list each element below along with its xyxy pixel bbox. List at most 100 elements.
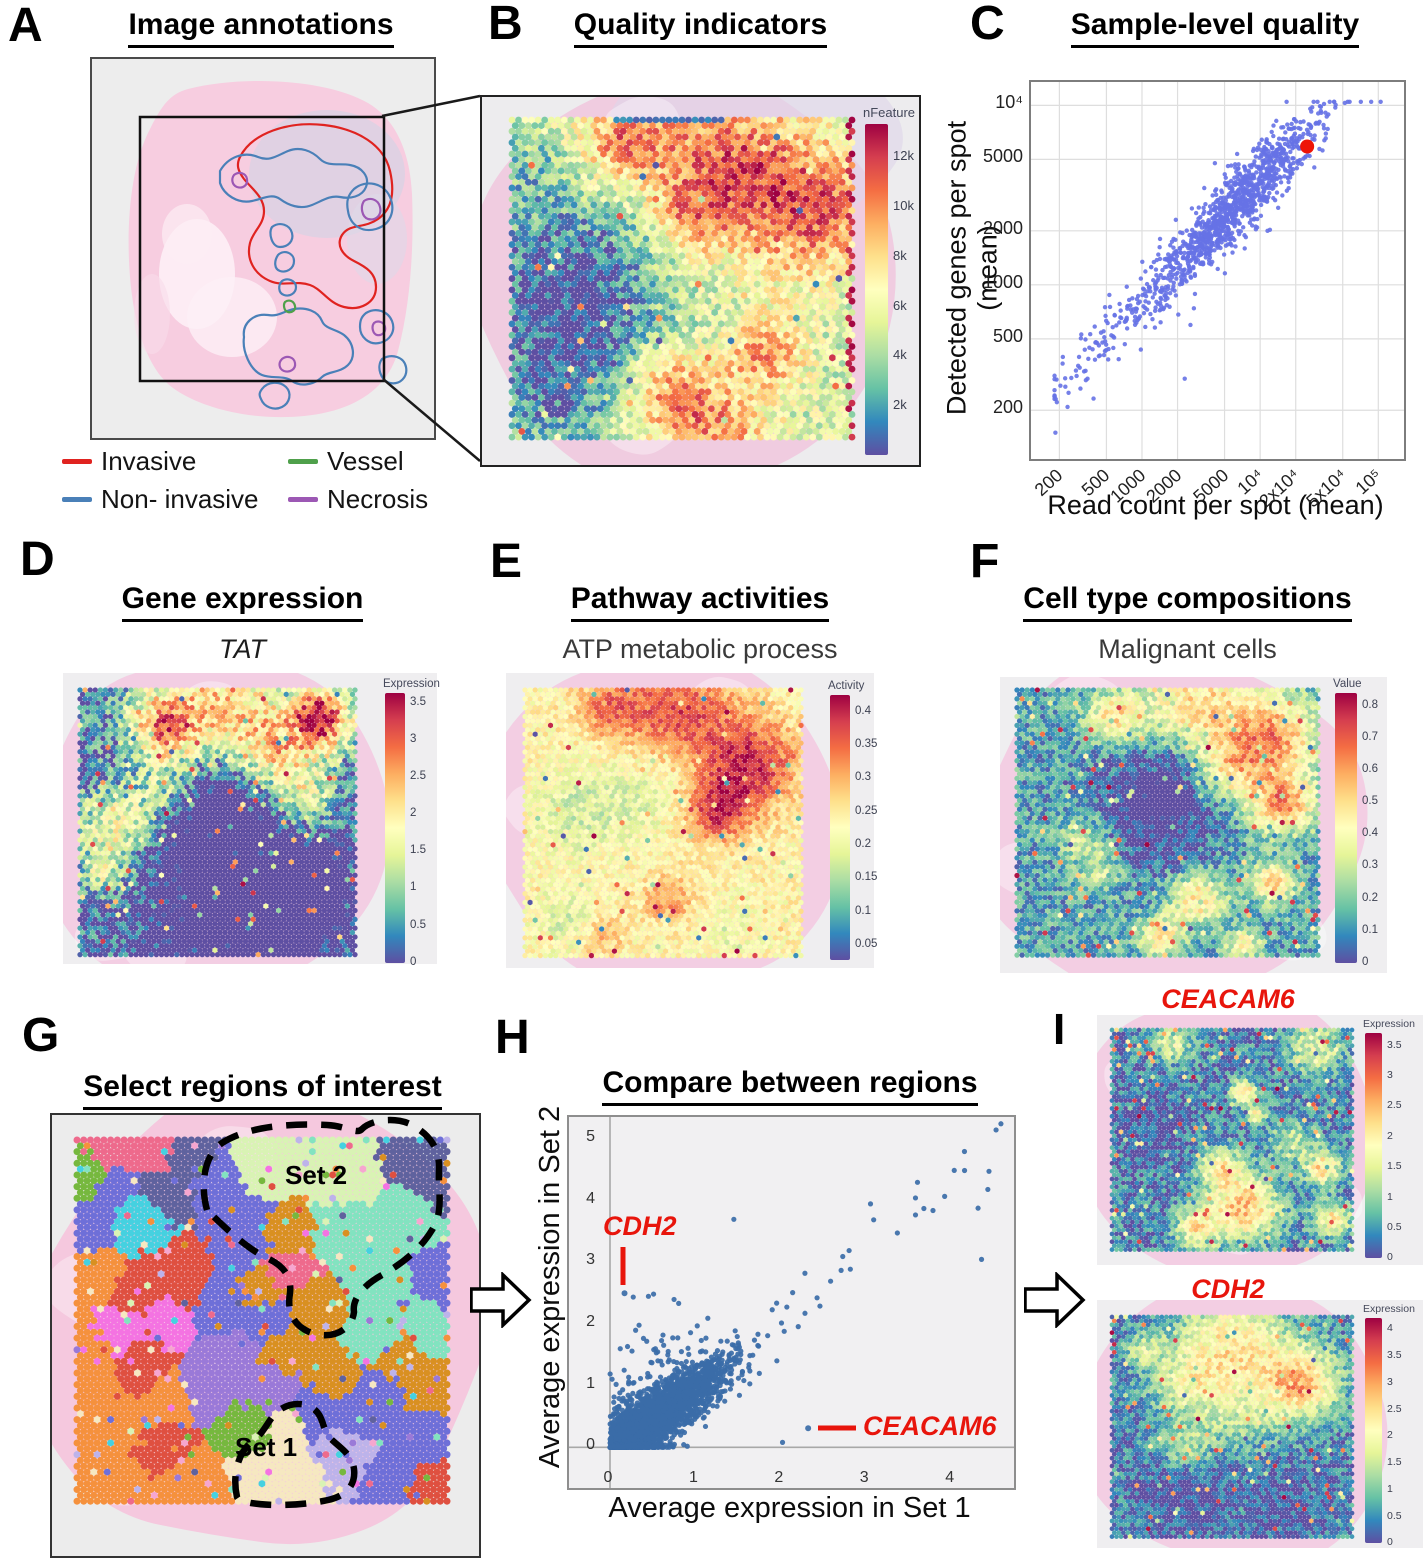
legend-label-non-invasive: Non- invasive	[101, 484, 259, 514]
non-invasive-outline-blob	[278, 278, 298, 297]
colorbar-tick-label: 0	[1387, 1251, 1393, 1264]
sample-quality-scatter	[1029, 80, 1406, 461]
colorbar-tick-label: 1	[1387, 1482, 1393, 1495]
sample-quality-scatter-canvas	[1031, 82, 1404, 459]
tat-expression-heatmap: Expression 3.5 3 2.5 2 1.5 1 0.5 0	[63, 673, 440, 968]
ceacam6-expression-heatmap: Expression 3.5 3 2.5 2 1.5 1 0.5 0	[1097, 1015, 1423, 1265]
cluster-map-canvas	[52, 1115, 479, 1556]
atp-heatmap-canvas	[506, 673, 874, 968]
c-y-tick-label: 500	[992, 325, 1023, 346]
vessel-annotation-outline	[282, 299, 297, 314]
necrosis-annotation-outline	[231, 171, 249, 189]
panel-d-letter: D	[20, 533, 55, 586]
colorbar-tick-label: 2.5	[1387, 1402, 1402, 1415]
colorbar-tick-label: 2	[1387, 1429, 1393, 1442]
colorbar-tick-label: 0.35	[855, 737, 878, 750]
h-x-tick-label: 3	[859, 1469, 869, 1487]
colorbar-tick-label: 4k	[893, 347, 907, 363]
colorbar-gradient	[385, 693, 405, 963]
colorbar-tick-label: 8k	[893, 247, 907, 263]
pathway-name: ATP metabolic process	[562, 634, 838, 664]
panel-g-letter: G	[22, 1009, 60, 1062]
panel-e-title: Pathway activities	[515, 582, 885, 622]
tissue-region-bluish-2	[347, 194, 407, 284]
colorbar-gradient	[1365, 1318, 1382, 1543]
panel-c-letter: C	[970, 0, 1005, 50]
colorbar-tick-label: 2	[1387, 1129, 1393, 1142]
colorbar-gradient	[830, 695, 850, 960]
colorbar-tick-label: 0.5	[1387, 1221, 1402, 1234]
colorbar-tick-label: 3.5	[1387, 1038, 1402, 1051]
colorbar-gradient	[1365, 1033, 1382, 1258]
panel-g-title: Select regions of interest	[60, 1070, 465, 1110]
tat-heatmap-canvas	[63, 673, 437, 964]
colorbar-tick-label: 0.5	[410, 918, 426, 931]
legend-item-vessel: Vessel	[288, 446, 404, 477]
vessel-color-swatch	[288, 459, 318, 464]
panel-a-title: Image annotations	[90, 8, 432, 48]
h-x-tick-label: 0	[603, 1469, 613, 1487]
panel-e-letter: E	[490, 535, 523, 588]
panel-h-title: Compare between regions	[590, 1066, 990, 1106]
legend-item-necrosis: Necrosis	[288, 484, 428, 515]
set2-label: Set 2	[285, 1160, 348, 1190]
invasive-color-swatch	[62, 459, 92, 464]
colorbar-gradient	[1335, 693, 1357, 963]
non-invasive-outline-circle	[346, 182, 394, 232]
colorbar-tick-label: 6k	[893, 297, 907, 313]
colorbar-tick-label: 0.4	[1362, 827, 1378, 840]
colorbar-tick-label: 0	[1387, 1536, 1393, 1549]
legend-item-invasive: Invasive	[62, 446, 196, 477]
colorbar-tick-label: 0.25	[855, 804, 878, 817]
tissue-region-pale-3	[162, 204, 212, 264]
panel-a-letter: A	[8, 0, 43, 52]
nfeature-spatial-heatmap: nFeature 12k 10k 8k 6k 4k 2k	[480, 95, 921, 467]
non-invasive-outline-blob	[269, 223, 294, 249]
cluster-map: Set 2 Set 1	[50, 1113, 481, 1558]
colorbar-tick-label: 4	[1387, 1322, 1393, 1335]
necrosis-outline-2	[360, 197, 382, 221]
nfeature-heatmap-canvas	[482, 97, 919, 465]
colorbar-tick-label: 0.3	[855, 771, 871, 784]
h-y-axis-label: Average expression in Set 2	[534, 1105, 566, 1469]
colorbar-tick-label: 0.1	[1362, 923, 1378, 936]
colorbar-tick-label: 1	[1387, 1190, 1393, 1203]
c-x-axis-label: Read count per spot (mean)	[1047, 490, 1384, 520]
colorbar-tick-label: 1.5	[1387, 1456, 1402, 1469]
non-invasive-annotation-outline	[218, 147, 369, 209]
colorbar-tick-label: 0.2	[1362, 891, 1378, 904]
non-invasive-outline-blob	[274, 251, 296, 273]
cdh2-map-title: CDH2	[1191, 1274, 1265, 1304]
h-y-tick-label: 0	[586, 1436, 595, 1454]
colorbar-tick-label: 2k	[893, 397, 907, 413]
c-y-tick-label: 1000	[982, 271, 1023, 292]
colorbar-title: Expression	[383, 678, 440, 690]
non-invasive-color-swatch	[62, 497, 92, 502]
h-y-tick-label: 5	[586, 1128, 595, 1146]
non-invasive-outline-right	[358, 309, 395, 345]
malignant-cells-heatmap: Value 0.8 0.7 0.6 0.5 0.4 0.3 0.2 0.1 0	[1000, 677, 1387, 973]
region-comparison-scatter: CDH2 CEACAM6	[567, 1115, 1016, 1490]
h-x-axis-label: Average expression in Set 1	[608, 1492, 971, 1524]
colorbar-tick-label: 0.15	[855, 871, 878, 884]
region-scatter-canvas	[569, 1117, 1014, 1488]
colorbar-tick-label: 3.5	[410, 695, 426, 708]
gene-name-tat: TAT	[219, 634, 266, 664]
panel-i-letter: I	[1053, 1005, 1066, 1054]
legend-item-non-invasive: Non- invasive	[62, 484, 259, 515]
h-y-tick-label: 2	[586, 1313, 595, 1331]
panel-c-title: Sample-level quality	[1020, 8, 1410, 48]
colorbar-tick-label: 2.5	[1387, 1099, 1402, 1112]
h-x-tick-label: 4	[945, 1469, 955, 1487]
colorbar-tick-label: 0.5	[1362, 795, 1378, 808]
colorbar-tick-label: 3	[1387, 1375, 1393, 1388]
non-invasive-outline-bottom-2	[258, 381, 291, 410]
colorbar-tick-label: 0.4	[855, 704, 871, 717]
tissue-tail	[134, 274, 170, 354]
colorbar-tick-label: 0.05	[855, 938, 878, 951]
zoom-region-box	[138, 115, 386, 383]
atp-activity-heatmap: Activity 0.4 0.35 0.3 0.25 0.2 0.15 0.1 0.05	[506, 673, 878, 968]
annotated-tissue-image	[90, 57, 436, 440]
colorbar-tick-label: 0.5	[1387, 1509, 1402, 1522]
